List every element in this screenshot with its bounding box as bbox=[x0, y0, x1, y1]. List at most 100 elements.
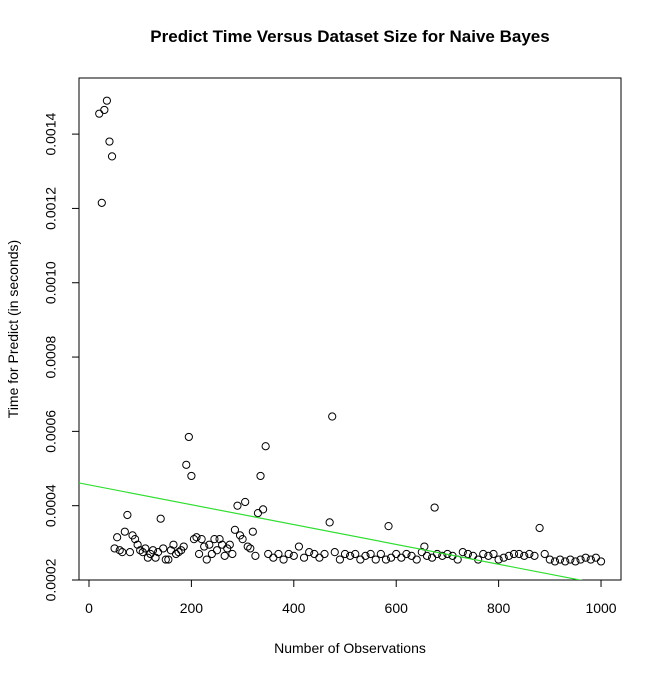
point bbox=[397, 553, 406, 562]
point bbox=[133, 540, 142, 549]
point bbox=[540, 549, 549, 559]
point bbox=[576, 555, 585, 564]
x-axis-label: Number of Observations bbox=[274, 640, 426, 656]
point bbox=[299, 553, 309, 562]
point bbox=[100, 105, 109, 115]
point bbox=[412, 555, 421, 564]
y-tick-label: 0.0002 bbox=[43, 558, 59, 601]
x-tick-label: 600 bbox=[385, 600, 409, 616]
point bbox=[430, 503, 439, 512]
point bbox=[489, 549, 498, 559]
point bbox=[530, 551, 539, 560]
point bbox=[555, 555, 565, 564]
point bbox=[200, 542, 209, 551]
point bbox=[284, 549, 293, 559]
point bbox=[561, 557, 570, 566]
point bbox=[228, 549, 237, 559]
point bbox=[356, 555, 365, 564]
fit-line bbox=[79, 482, 584, 580]
point bbox=[192, 533, 201, 542]
point bbox=[194, 549, 204, 559]
point bbox=[545, 555, 554, 564]
chart-title: Predict Time Versus Dataset Size for Nai… bbox=[150, 27, 549, 46]
x-tick-label: 200 bbox=[180, 600, 204, 616]
point bbox=[289, 551, 298, 560]
y-tick-label: 0.0008 bbox=[43, 335, 59, 378]
y-tick-label: 0.0012 bbox=[43, 187, 59, 230]
point bbox=[433, 549, 442, 559]
point bbox=[148, 546, 158, 555]
point bbox=[596, 557, 606, 566]
point bbox=[274, 549, 283, 559]
point bbox=[182, 460, 191, 469]
point bbox=[136, 546, 145, 555]
point bbox=[130, 535, 140, 544]
y-tick-label: 0.0010 bbox=[43, 261, 59, 304]
point bbox=[253, 509, 263, 518]
point bbox=[197, 535, 206, 544]
point bbox=[243, 542, 252, 551]
point bbox=[161, 555, 170, 564]
point bbox=[504, 551, 513, 560]
point bbox=[328, 412, 337, 421]
plot-frame bbox=[78, 77, 622, 581]
point bbox=[294, 542, 304, 551]
y-tick-label: 0.0014 bbox=[43, 112, 59, 155]
x-tick-label: 0 bbox=[85, 600, 93, 616]
point bbox=[258, 505, 268, 514]
point bbox=[509, 549, 519, 559]
point bbox=[384, 522, 393, 531]
point bbox=[494, 555, 503, 564]
point bbox=[346, 551, 355, 560]
point bbox=[479, 549, 488, 559]
point bbox=[515, 549, 524, 559]
point bbox=[251, 551, 260, 560]
point bbox=[586, 555, 595, 564]
point bbox=[169, 540, 178, 549]
y-axis-label: Time for Predict (in seconds) bbox=[5, 240, 21, 418]
point bbox=[361, 551, 370, 560]
point bbox=[438, 551, 447, 560]
point bbox=[402, 549, 411, 559]
point bbox=[246, 544, 255, 553]
point bbox=[320, 549, 329, 559]
point bbox=[381, 555, 391, 564]
point bbox=[207, 549, 216, 559]
point bbox=[340, 549, 350, 559]
point bbox=[187, 471, 196, 481]
point bbox=[102, 96, 112, 105]
point bbox=[95, 109, 104, 118]
point bbox=[184, 432, 193, 442]
point bbox=[351, 549, 360, 559]
point bbox=[215, 535, 224, 544]
point bbox=[220, 551, 229, 560]
point bbox=[566, 555, 575, 564]
point bbox=[238, 535, 247, 544]
point bbox=[279, 555, 288, 564]
point bbox=[520, 551, 529, 560]
point bbox=[484, 551, 493, 560]
point bbox=[499, 553, 508, 562]
plot-area bbox=[79, 96, 606, 580]
point bbox=[269, 553, 278, 562]
point bbox=[110, 544, 119, 553]
point bbox=[233, 501, 242, 510]
point bbox=[392, 549, 401, 559]
point bbox=[571, 557, 580, 566]
point bbox=[315, 553, 324, 562]
point bbox=[174, 548, 183, 557]
x-tick-label: 1000 bbox=[585, 600, 616, 616]
x-tick-label: 400 bbox=[282, 600, 306, 616]
point bbox=[210, 535, 219, 544]
point bbox=[159, 544, 168, 553]
point bbox=[305, 548, 314, 557]
point bbox=[151, 553, 160, 562]
point bbox=[120, 527, 129, 536]
point bbox=[179, 542, 188, 551]
point bbox=[125, 548, 135, 557]
point bbox=[225, 540, 234, 549]
point bbox=[330, 548, 339, 557]
point bbox=[264, 549, 273, 559]
point bbox=[256, 471, 265, 481]
